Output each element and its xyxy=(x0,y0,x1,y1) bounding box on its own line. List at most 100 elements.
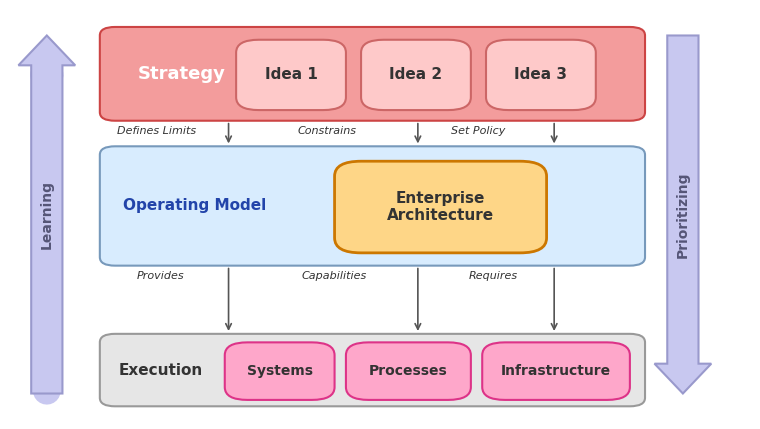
FancyBboxPatch shape xyxy=(225,342,334,400)
FancyBboxPatch shape xyxy=(100,146,645,266)
FancyBboxPatch shape xyxy=(100,146,645,266)
FancyBboxPatch shape xyxy=(236,40,346,110)
FancyBboxPatch shape xyxy=(236,40,346,110)
FancyBboxPatch shape xyxy=(100,27,645,121)
FancyBboxPatch shape xyxy=(100,334,645,406)
Text: Execution: Execution xyxy=(119,363,203,378)
FancyBboxPatch shape xyxy=(225,342,334,400)
FancyBboxPatch shape xyxy=(334,161,546,253)
FancyBboxPatch shape xyxy=(483,342,630,400)
FancyBboxPatch shape xyxy=(100,146,645,266)
FancyBboxPatch shape xyxy=(334,161,546,253)
FancyBboxPatch shape xyxy=(100,146,645,266)
FancyBboxPatch shape xyxy=(100,334,645,406)
FancyBboxPatch shape xyxy=(483,342,630,400)
FancyBboxPatch shape xyxy=(346,342,471,400)
FancyBboxPatch shape xyxy=(100,334,645,406)
FancyBboxPatch shape xyxy=(100,27,645,121)
Text: Set Policy: Set Policy xyxy=(451,127,505,136)
FancyBboxPatch shape xyxy=(483,342,630,400)
FancyBboxPatch shape xyxy=(100,334,645,406)
FancyBboxPatch shape xyxy=(486,40,596,110)
FancyBboxPatch shape xyxy=(100,334,645,406)
FancyBboxPatch shape xyxy=(236,40,346,110)
Text: Idea 1: Idea 1 xyxy=(264,67,318,82)
FancyBboxPatch shape xyxy=(334,161,546,253)
FancyBboxPatch shape xyxy=(334,161,546,253)
FancyBboxPatch shape xyxy=(100,146,645,266)
FancyBboxPatch shape xyxy=(483,342,630,400)
FancyBboxPatch shape xyxy=(100,146,645,266)
Text: Defines Limits: Defines Limits xyxy=(117,127,196,136)
FancyBboxPatch shape xyxy=(100,334,645,406)
FancyBboxPatch shape xyxy=(100,27,645,121)
FancyBboxPatch shape xyxy=(225,342,334,400)
FancyBboxPatch shape xyxy=(361,40,471,110)
FancyBboxPatch shape xyxy=(334,161,546,253)
FancyBboxPatch shape xyxy=(486,40,596,110)
FancyBboxPatch shape xyxy=(346,342,471,400)
FancyBboxPatch shape xyxy=(334,161,546,253)
Polygon shape xyxy=(18,36,75,393)
FancyBboxPatch shape xyxy=(100,27,645,121)
FancyBboxPatch shape xyxy=(334,161,546,253)
FancyBboxPatch shape xyxy=(346,342,471,400)
FancyBboxPatch shape xyxy=(361,40,471,110)
Text: Operating Model: Operating Model xyxy=(122,199,266,214)
Text: Prioritizing: Prioritizing xyxy=(676,171,690,258)
FancyBboxPatch shape xyxy=(361,40,471,110)
FancyBboxPatch shape xyxy=(100,27,645,121)
FancyBboxPatch shape xyxy=(346,342,471,400)
FancyBboxPatch shape xyxy=(334,161,546,253)
FancyBboxPatch shape xyxy=(225,342,334,400)
FancyBboxPatch shape xyxy=(100,146,645,266)
FancyBboxPatch shape xyxy=(334,161,546,253)
Text: Enterprise
Architecture: Enterprise Architecture xyxy=(387,191,494,223)
FancyBboxPatch shape xyxy=(100,146,645,266)
FancyBboxPatch shape xyxy=(100,27,645,121)
FancyBboxPatch shape xyxy=(100,146,645,266)
FancyBboxPatch shape xyxy=(483,342,630,400)
FancyBboxPatch shape xyxy=(483,342,630,400)
FancyBboxPatch shape xyxy=(100,27,645,121)
FancyBboxPatch shape xyxy=(100,146,645,266)
FancyBboxPatch shape xyxy=(486,40,596,110)
FancyBboxPatch shape xyxy=(225,342,334,400)
FancyBboxPatch shape xyxy=(100,146,645,266)
FancyBboxPatch shape xyxy=(225,342,334,400)
FancyBboxPatch shape xyxy=(483,342,630,400)
FancyBboxPatch shape xyxy=(361,40,471,110)
FancyBboxPatch shape xyxy=(361,40,471,110)
FancyBboxPatch shape xyxy=(100,27,645,121)
FancyBboxPatch shape xyxy=(100,334,645,406)
FancyBboxPatch shape xyxy=(100,334,645,406)
FancyBboxPatch shape xyxy=(100,27,645,121)
FancyBboxPatch shape xyxy=(486,40,596,110)
FancyBboxPatch shape xyxy=(100,27,645,121)
FancyBboxPatch shape xyxy=(100,27,645,121)
FancyBboxPatch shape xyxy=(346,342,471,400)
FancyBboxPatch shape xyxy=(236,40,346,110)
FancyBboxPatch shape xyxy=(334,161,546,253)
FancyBboxPatch shape xyxy=(486,40,596,110)
FancyBboxPatch shape xyxy=(361,40,471,110)
FancyBboxPatch shape xyxy=(346,342,471,400)
Text: Requires: Requires xyxy=(469,271,518,281)
FancyBboxPatch shape xyxy=(334,161,546,253)
FancyBboxPatch shape xyxy=(483,342,630,400)
FancyBboxPatch shape xyxy=(225,342,334,400)
FancyBboxPatch shape xyxy=(236,40,346,110)
FancyBboxPatch shape xyxy=(334,161,546,253)
FancyBboxPatch shape xyxy=(483,342,630,400)
FancyBboxPatch shape xyxy=(486,40,596,110)
FancyBboxPatch shape xyxy=(100,334,645,406)
FancyBboxPatch shape xyxy=(334,161,546,253)
Text: Idea 3: Idea 3 xyxy=(515,67,568,82)
FancyBboxPatch shape xyxy=(334,161,546,253)
FancyBboxPatch shape xyxy=(486,40,596,110)
FancyBboxPatch shape xyxy=(225,342,334,400)
FancyBboxPatch shape xyxy=(236,40,346,110)
FancyBboxPatch shape xyxy=(346,342,471,400)
FancyBboxPatch shape xyxy=(361,40,471,110)
Text: Learning: Learning xyxy=(40,180,54,249)
